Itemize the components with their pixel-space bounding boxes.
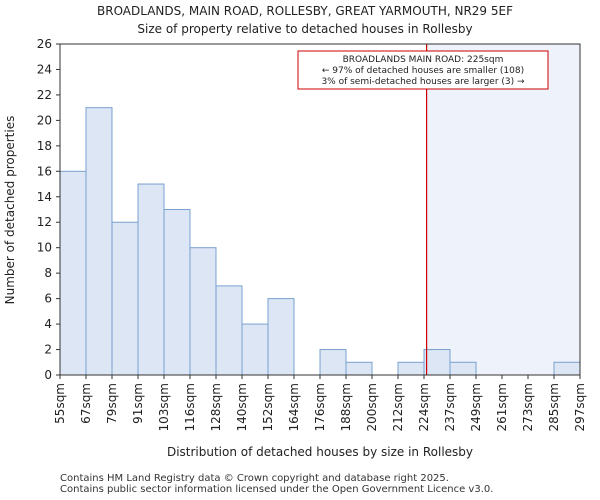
y-tick-label: 2 (44, 343, 52, 357)
y-axis-label: Number of detached properties (3, 116, 17, 305)
bar-103sqm (163, 209, 191, 376)
x-tick-label: 67sqm (79, 383, 93, 424)
x-tick-label: 200sqm (365, 383, 379, 431)
y-tick-label: 10 (37, 241, 52, 255)
x-tick-label: 237sqm (443, 383, 457, 431)
bar-188sqm (345, 361, 373, 376)
x-tick-label: 285sqm (547, 383, 561, 431)
footer-licence: Contains public sector information licen… (60, 484, 494, 495)
bar-212sqm (397, 361, 425, 376)
y-tick-label: 20 (37, 113, 52, 127)
chart-title: BROADLANDS, MAIN ROAD, ROLLESBY, GREAT Y… (97, 4, 513, 18)
chart: BROADLANDS, MAIN ROAD, ROLLESBY, GREAT Y… (3, 4, 587, 459)
x-tick-label: 176sqm (313, 383, 327, 431)
x-tick-label: 261sqm (495, 383, 509, 431)
x-tick-label: 55sqm (53, 383, 67, 424)
bar-237sqm (449, 361, 477, 376)
bar-128sqm (215, 285, 243, 376)
x-tick-label: 273sqm (521, 383, 535, 431)
y-tick-label: 4 (44, 317, 52, 331)
annotation-line-1: BROADLANDS MAIN ROAD: 225sqm (343, 55, 504, 65)
bar-67sqm (85, 107, 113, 376)
y-tick-label: 0 (44, 368, 52, 382)
x-axis-label: Distribution of detached houses by size … (167, 445, 473, 459)
y-tick-label: 16 (37, 164, 52, 178)
annotation-line-2: ← 97% of detached houses are smaller (10… (322, 66, 524, 76)
x-tick-label: 249sqm (469, 383, 483, 431)
y-tick-label: 6 (44, 292, 52, 306)
y-tick-label: 12 (37, 215, 52, 229)
x-tick-label: 91sqm (131, 383, 145, 424)
x-tick-label: 128sqm (209, 383, 223, 431)
bar-55sqm (59, 170, 87, 376)
bar-116sqm (189, 247, 217, 376)
bar-176sqm (319, 349, 347, 376)
y-tick-label: 14 (37, 190, 52, 204)
x-tick-label: 212sqm (391, 383, 405, 431)
x-tick-label: 103sqm (157, 383, 171, 431)
x-tick-label: 140sqm (235, 383, 249, 431)
bar-91sqm (137, 183, 165, 376)
bar-285sqm (553, 361, 581, 376)
x-tick-label: 79sqm (105, 383, 119, 424)
chart-subtitle: Size of property relative to detached ho… (137, 22, 472, 36)
y-tick-label: 18 (37, 139, 52, 153)
y-tick-label: 22 (37, 88, 52, 102)
highlight-region (426, 44, 580, 375)
x-tick-label: 116sqm (183, 383, 197, 431)
x-tick-label: 297sqm (573, 383, 587, 431)
bar-140sqm (241, 323, 269, 376)
y-tick-label: 8 (44, 266, 52, 280)
y-tick-label: 24 (37, 62, 52, 76)
x-tick-label: 152sqm (261, 383, 275, 431)
x-tick-label: 188sqm (339, 383, 353, 431)
y-tick-label: 26 (37, 37, 52, 51)
x-tick-label: 164sqm (287, 383, 301, 431)
annotation-box (297, 50, 549, 90)
x-tick-label: 224sqm (417, 383, 431, 431)
bar-224sqm (423, 349, 451, 376)
bar-152sqm (267, 298, 295, 376)
annotation-line-3: 3% of semi-detached houses are larger (3… (321, 77, 525, 87)
marker-annotation: BROADLANDS MAIN ROAD: 225sqm ← 97% of de… (297, 50, 549, 90)
footer-copyright: Contains HM Land Registry data © Crown c… (60, 473, 449, 484)
bar-79sqm (111, 221, 139, 376)
